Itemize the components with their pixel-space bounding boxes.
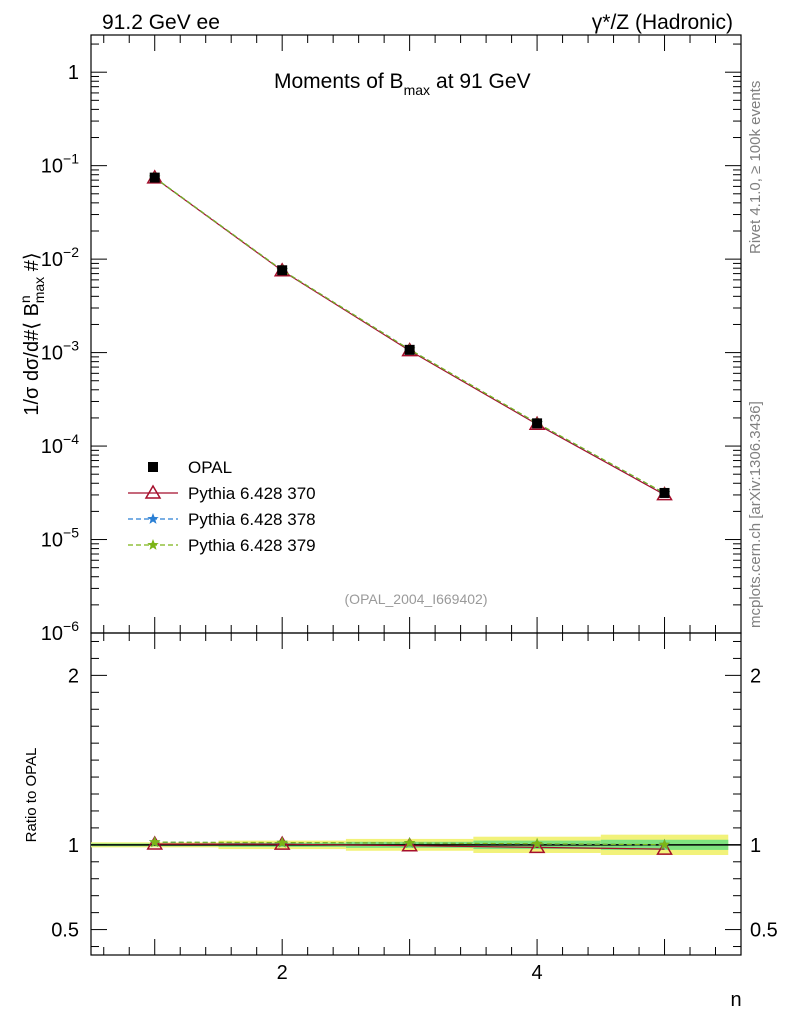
ratio-y-tick-label-left: 0.5 <box>51 920 79 942</box>
y-tick-exp: −6 <box>63 618 79 634</box>
ratio-y-tick-label-left: 1 <box>68 835 79 857</box>
legend-label: OPAL <box>188 458 232 477</box>
data-point <box>149 172 160 183</box>
ratio-y-axis-label: Ratio to OPAL <box>23 748 40 843</box>
rivet-version-label: Rivet 4.1.0, ≥ 100k events <box>747 81 764 254</box>
ratio-data-point <box>531 837 543 849</box>
ratio-y-tick-label-right: 2 <box>750 665 761 687</box>
y-tick-exp: −2 <box>63 244 79 260</box>
y-tick-base: 10 <box>41 249 63 271</box>
legend-marker <box>147 513 159 524</box>
chart-title-main: Moments of B <box>274 70 404 93</box>
mcplots-label: mcplots.cern.ch [arXiv:1306.3436] <box>747 401 764 628</box>
ratio-data-point <box>276 836 288 848</box>
ratio-data-point <box>656 840 673 855</box>
ratio-y-tick-label-right: 0.5 <box>750 920 778 942</box>
y-tick-base: 10 <box>41 343 63 365</box>
ratio-series <box>146 835 673 855</box>
header-right: γ*/Z (Hadronic) <box>592 11 733 34</box>
legend: OPAL Pythia 6.428 370 Pythia 6.428 378 Pyth… <box>128 458 316 555</box>
ratio-axis-ticks: 2 2 1 1 0.5 0.5 2 4 <box>51 633 778 984</box>
chart-title-tail: at 91 GeV <box>436 70 531 93</box>
ratio-data-point <box>528 838 546 854</box>
chart-title-sub: max <box>404 82 430 98</box>
header-left: 91.2 GeV ee <box>102 11 220 34</box>
y-tick-exp: −5 <box>63 525 79 541</box>
main-series <box>146 169 673 501</box>
ratio-data-point <box>401 837 418 852</box>
y-tick-label: 10−2 <box>41 244 79 271</box>
ratio-y-tick-label-left: 2 <box>68 665 79 687</box>
ratio-series-line <box>154 841 665 846</box>
data-point <box>404 344 415 355</box>
y-tick-base: 10 <box>41 530 63 552</box>
y-axis-label: 1/σ dσ/d#⟨ Bnmax #⟩ <box>17 252 47 415</box>
x-axis-label: n <box>730 989 741 1011</box>
y-tick-base: 10 <box>41 623 63 645</box>
legend-marker <box>147 539 159 550</box>
series-line <box>154 177 665 494</box>
ratio-data-point <box>149 836 161 847</box>
y-tick-exp: −4 <box>63 431 79 447</box>
y-tick-label: 10−1 <box>41 151 79 178</box>
chart-title: Moments of Bmax at 91 GeV <box>274 70 531 98</box>
data-point <box>277 265 288 276</box>
y-tick-label: 10−6 <box>41 618 79 645</box>
ratio-y-tick-label-right: 1 <box>750 835 761 857</box>
y-tick-label: 10−3 <box>41 338 79 365</box>
series-line <box>154 177 665 496</box>
legend-label: Pythia 6.428 370 <box>188 484 316 503</box>
data-point <box>659 487 670 498</box>
x-tick-label: 2 <box>277 962 288 984</box>
series-line <box>154 177 665 494</box>
legend-marker <box>148 462 158 472</box>
legend-label: Pythia 6.428 379 <box>188 536 316 555</box>
ratio-data-point <box>403 837 416 848</box>
y-tick-base: 10 <box>41 156 63 178</box>
ratio-data-point <box>146 835 164 850</box>
y-tick-base: 10 <box>41 436 63 458</box>
ratio-frame <box>90 632 742 956</box>
y-tick-exp: −3 <box>63 338 79 354</box>
data-point <box>532 418 543 429</box>
y-tick-label: 10−5 <box>41 525 79 552</box>
x-tick-label: 4 <box>532 962 543 984</box>
y-tick-label: 1 <box>68 62 79 84</box>
analysis-annotation: (OPAL_2004_I669402) <box>345 591 488 607</box>
y-tick-label: 10−4 <box>41 431 79 458</box>
main-axis-ticks: 110−110−210−310−410−510−6 <box>41 35 741 645</box>
ratio-data-point <box>658 838 671 850</box>
legend-label: Pythia 6.428 378 <box>188 510 316 529</box>
legend-marker <box>144 484 162 499</box>
y-tick-exp: −1 <box>63 151 79 167</box>
